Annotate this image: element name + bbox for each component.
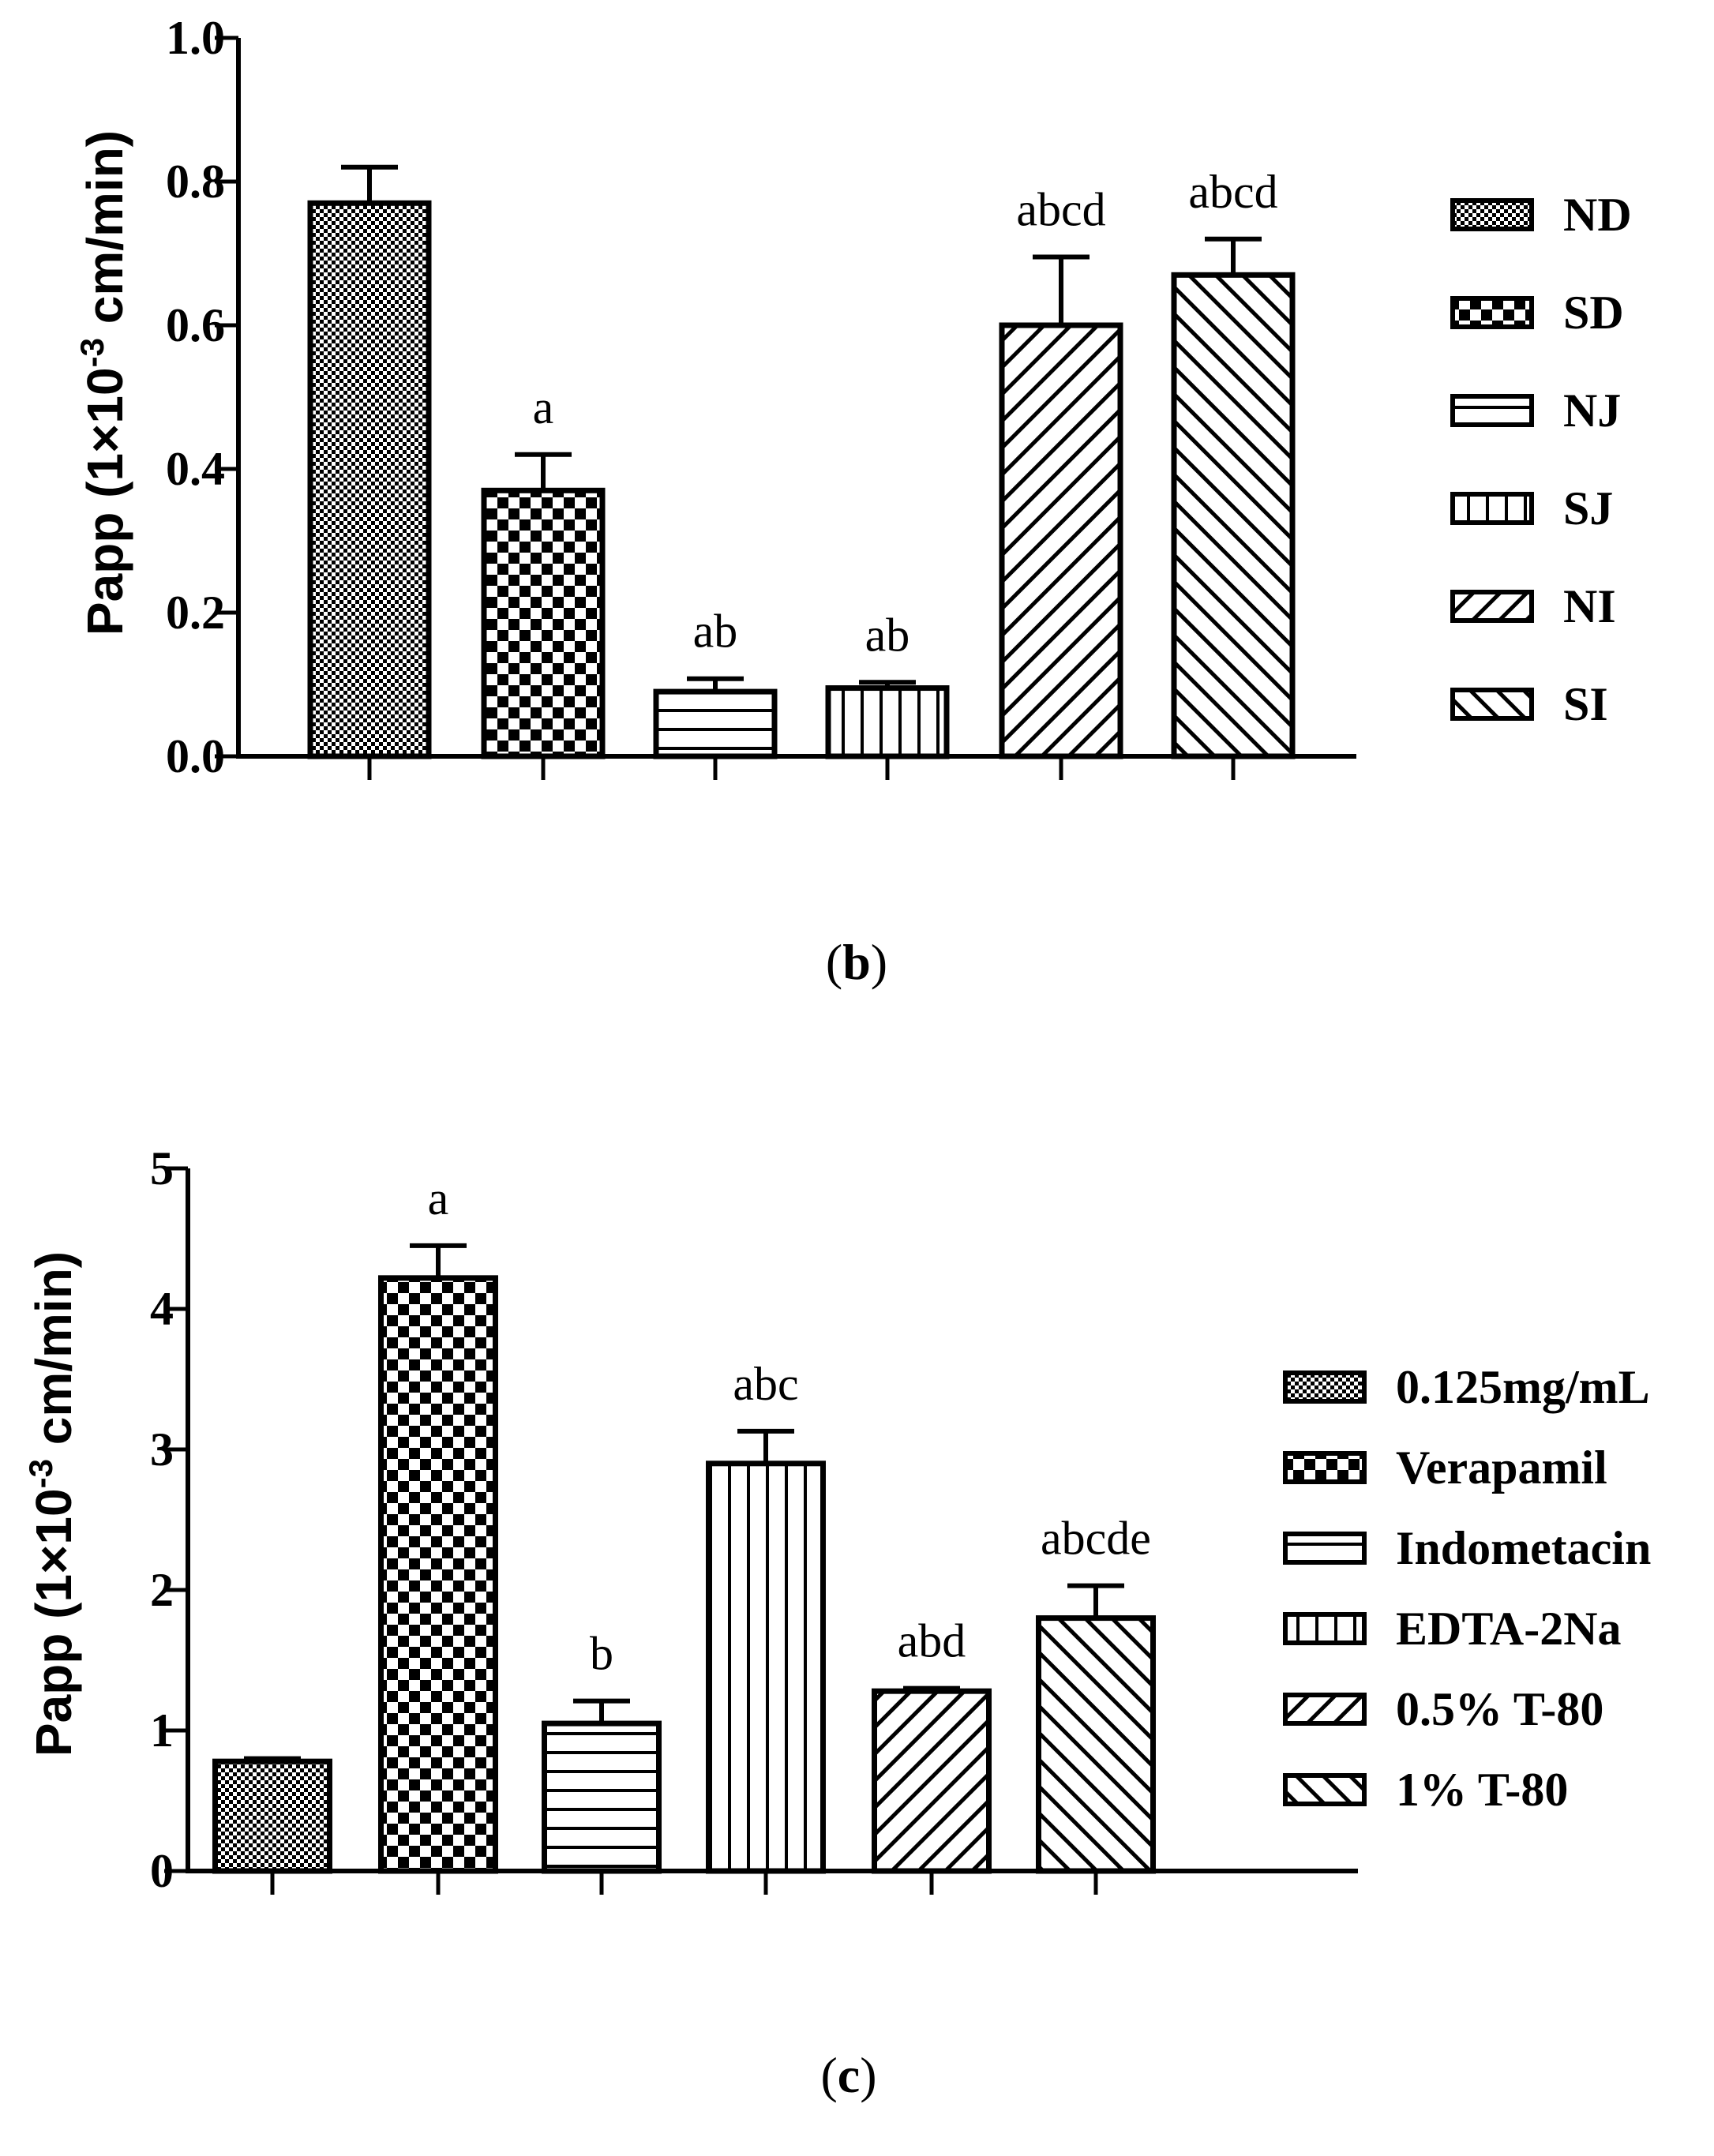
panel-c-caption: (c) <box>820 2047 876 2103</box>
significance-label: a <box>428 1172 449 1224</box>
significance-label: a <box>533 381 554 433</box>
bar <box>542 1720 662 1874</box>
significance-label: abc <box>733 1358 798 1410</box>
bar <box>706 1460 826 1874</box>
legend-label: SJ <box>1563 482 1613 534</box>
bar <box>653 688 778 759</box>
legend-label: Verapamil <box>1396 1442 1607 1494</box>
legend-swatch <box>1450 590 1534 623</box>
bar <box>825 685 950 759</box>
legend-swatch <box>1450 688 1534 721</box>
legend-label: SI <box>1563 678 1608 730</box>
bar <box>1171 272 1296 759</box>
y-tick-label: 3 <box>150 1423 174 1475</box>
bar <box>481 487 606 759</box>
significance-label: ab <box>693 606 738 658</box>
bar <box>999 322 1123 759</box>
legend-swatch <box>1450 492 1534 525</box>
legend-label: NI <box>1563 580 1616 632</box>
bar <box>307 200 432 759</box>
y-tick-label: 1.0 <box>166 12 225 64</box>
panel-c-legend: 0.125mg/mL Verapamil Indometacin EDTA-2Na 0.… <box>1283 1361 1651 1816</box>
legend-swatch <box>1283 1532 1367 1565</box>
panel-b-chart: 0.0 0.2 0.4 0.6 0.8 1.0 a ab ab abcd abcd ND SD NJ S… <box>73 12 1632 990</box>
bar <box>872 1688 992 1874</box>
legend-label: EDTA-2Na <box>1396 1603 1622 1655</box>
significance-label: b <box>590 1628 613 1680</box>
y-tick-label: 0 <box>150 1845 174 1897</box>
significance-label: abd <box>898 1615 966 1667</box>
legend-label: SD <box>1563 287 1624 339</box>
panel-c-chart: 0 1 2 3 4 5 a b abc abd abcde 0.125mg/mL Verapamil… <box>22 1142 1651 2103</box>
legend-label: 0.125mg/mL <box>1396 1361 1650 1413</box>
y-tick-label: 0.0 <box>166 730 225 782</box>
significance-label: abcde <box>1041 1513 1151 1565</box>
panel-c-bars: a b abc abd abcde <box>212 1172 1156 1874</box>
legend-swatch <box>1283 1612 1367 1645</box>
y-tick-label: 0.6 <box>166 299 225 351</box>
significance-label: abcd <box>1188 166 1277 218</box>
bar <box>378 1275 498 1874</box>
significance-label: abcd <box>1016 184 1105 236</box>
bar <box>1036 1615 1156 1874</box>
panel-b-caption: (b) <box>826 934 887 990</box>
legend-label: NJ <box>1563 384 1621 437</box>
y-tick-label: 0.4 <box>166 443 225 495</box>
y-tick-label: 0.8 <box>166 156 225 208</box>
legend-swatch <box>1283 1451 1367 1484</box>
legend-swatch <box>1283 1370 1367 1404</box>
panel-b-legend: ND SD NJ SJ NI SI <box>1450 189 1632 730</box>
y-tick-label: 4 <box>150 1283 174 1335</box>
legend-label: 0.5% T-80 <box>1396 1683 1603 1735</box>
legend-label: 1% T-80 <box>1396 1764 1568 1816</box>
legend-label: Indometacin <box>1396 1522 1651 1574</box>
legend-swatch <box>1283 1693 1367 1726</box>
panel-b-y-axis-label: Papp (1×10-3 cm/min) <box>73 130 133 636</box>
y-tick-label: 0.2 <box>166 587 225 639</box>
panel-c-y-axis-label: Papp (1×10-3 cm/min) <box>22 1251 82 1757</box>
bar <box>212 1758 332 1874</box>
legend-swatch <box>1450 198 1534 231</box>
legend-swatch <box>1283 1773 1367 1806</box>
y-tick-label: 2 <box>150 1564 174 1616</box>
legend-label: ND <box>1563 189 1632 241</box>
legend-swatch <box>1450 296 1534 329</box>
legend-swatch <box>1450 394 1534 427</box>
y-tick-label: 5 <box>150 1142 174 1194</box>
panel-b-bars: a ab ab abcd abcd <box>307 164 1296 759</box>
y-tick-label: 1 <box>150 1704 174 1757</box>
significance-label: ab <box>865 609 910 661</box>
